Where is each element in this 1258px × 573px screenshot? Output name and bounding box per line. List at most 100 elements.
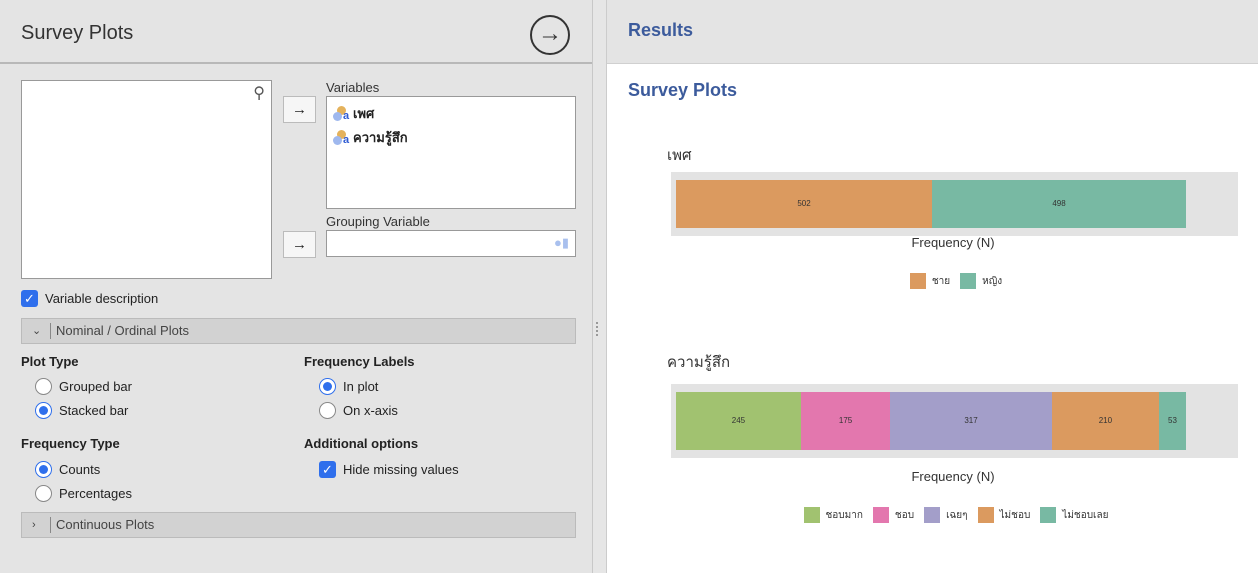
grouping-label: Grouping Variable xyxy=(326,214,430,229)
radio-label: In plot xyxy=(343,379,379,394)
move-to-variables-button[interactable]: → xyxy=(283,96,316,123)
data-label: 498 xyxy=(1052,199,1066,208)
options-panel: Survey Plots → ⚲ → Variables เพศ ความรู้… xyxy=(0,0,593,573)
results-panel: Results Survey Plots เพศ 502 498 Frequency … xyxy=(606,0,1258,573)
checkbox-label: Variable description xyxy=(45,291,159,306)
hide-missing-checkbox[interactable]: ✓ Hide missing values xyxy=(319,461,459,478)
results-title: Survey Plots xyxy=(628,80,738,100)
chevron-right-icon: › xyxy=(32,519,36,531)
panel-resize-handle[interactable] xyxy=(596,322,599,336)
analysis-title: Survey Plots xyxy=(21,22,134,44)
grouping-variable-field[interactable]: ●▮ xyxy=(326,230,576,257)
options-header: Survey Plots → xyxy=(0,0,592,64)
radio-icon xyxy=(35,485,52,502)
radio-grouped-bar[interactable]: Grouped bar xyxy=(35,378,132,395)
legend-item: ไม่ชอบ xyxy=(977,507,1031,523)
legend-swatch xyxy=(960,273,977,289)
legend-swatch xyxy=(872,507,889,523)
variable-name: ความรู้สึก xyxy=(353,130,408,145)
results-header: Results xyxy=(607,0,1258,64)
radio-icon xyxy=(35,402,52,419)
nominal-ordinal-section[interactable]: ⌄ Nominal / Ordinal Plots xyxy=(21,318,576,344)
data-label: 502 xyxy=(797,199,811,208)
variable-item[interactable]: เพศ xyxy=(333,103,374,124)
available-variables-list[interactable]: ⚲ xyxy=(21,80,272,279)
radio-percentages[interactable]: Percentages xyxy=(35,485,132,502)
data-label: 317 xyxy=(964,416,978,425)
section-label: Continuous Plots xyxy=(56,517,155,532)
bar-segment: 502 xyxy=(676,180,933,228)
radio-counts[interactable]: Counts xyxy=(35,461,100,478)
variable-description-checkbox[interactable]: ✓ Variable description xyxy=(21,290,158,307)
legend-item: ชาย xyxy=(909,273,951,289)
data-label: 175 xyxy=(838,416,853,425)
radio-label: Counts xyxy=(59,462,101,477)
arrow-circle-right-icon[interactable]: → xyxy=(530,15,570,55)
x-axis-label: Frequency (N) xyxy=(911,235,995,250)
variables-list[interactable]: เพศ ความรู้สึก xyxy=(326,96,576,209)
radio-icon xyxy=(35,378,52,395)
bar-segment: 245 xyxy=(676,392,801,450)
legend-item: ไม่ชอบเลย xyxy=(1040,507,1108,523)
legend: ชอบมาก ชอบ เฉยๆ ไม่ชอบ ไม่ชอบเลย xyxy=(607,507,1258,523)
legend: ชาย หญิง xyxy=(607,273,1258,289)
radio-label: Percentages xyxy=(59,486,132,501)
variable-name: เพศ xyxy=(353,106,375,121)
chevron-down-icon: ⌄ xyxy=(32,325,42,337)
data-label: 53 xyxy=(1168,416,1177,425)
radio-on-x-axis[interactable]: On x-axis xyxy=(319,402,398,419)
data-label: 210 xyxy=(1098,416,1113,425)
legend-label: ชอบมาก xyxy=(825,509,863,521)
checkbox-label: Hide missing values xyxy=(343,462,459,477)
section-label: Nominal / Ordinal Plots xyxy=(56,323,189,338)
radio-icon xyxy=(35,461,52,478)
legend-item: ชอบมาก xyxy=(803,507,863,523)
additional-options-heading: Additional options xyxy=(304,436,419,451)
search-icon[interactable]: ⚲ xyxy=(253,85,265,102)
legend-swatch xyxy=(977,507,994,523)
legend-swatch xyxy=(924,507,941,523)
plot-area: 502 498 xyxy=(671,172,1238,236)
frequency-type-heading: Frequency Type xyxy=(21,436,120,451)
move-to-grouping-button[interactable]: → xyxy=(283,231,316,258)
bar-segment: 53 xyxy=(1158,392,1186,450)
data-label: 245 xyxy=(731,416,746,425)
legend-label: ชาย xyxy=(931,275,951,287)
chart-title: เพศ xyxy=(667,147,692,164)
nominal-variable-icon xyxy=(333,129,349,146)
legend-item: เฉยๆ xyxy=(924,507,968,523)
legend-label: ไม่ชอบเลย xyxy=(1062,509,1109,521)
legend-swatch xyxy=(909,273,926,289)
radio-label: On x-axis xyxy=(343,403,398,418)
radio-icon xyxy=(319,378,336,395)
legend-swatch xyxy=(803,507,820,523)
bar-segment: 175 xyxy=(800,392,891,450)
variable-item[interactable]: ความรู้สึก xyxy=(333,127,408,148)
legend-item: ชอบ xyxy=(872,507,915,523)
check-icon: ✓ xyxy=(319,461,336,478)
bar-segment: 498 xyxy=(932,180,1186,228)
variables-label: Variables xyxy=(326,80,380,95)
radio-label: Grouped bar xyxy=(59,379,132,394)
check-icon: ✓ xyxy=(21,290,38,307)
radio-in-plot[interactable]: In plot xyxy=(319,378,378,395)
frequency-labels-heading: Frequency Labels xyxy=(304,354,415,369)
legend-label: เฉยๆ xyxy=(946,509,968,521)
nominal-variable-icon xyxy=(333,105,349,122)
plot-type-heading: Plot Type xyxy=(21,354,79,369)
radio-icon xyxy=(319,402,336,419)
legend-swatch xyxy=(1040,507,1057,523)
bar-segment: 317 xyxy=(890,392,1052,450)
radio-stacked-bar[interactable]: Stacked bar xyxy=(35,402,128,419)
legend-label: ชอบ xyxy=(894,509,915,521)
variable-type-icons: ●▮ xyxy=(553,235,569,250)
plot-area: 245 175 317 210 53 xyxy=(671,384,1238,458)
x-axis-label: Frequency (N) xyxy=(911,469,995,484)
continuous-section[interactable]: › Continuous Plots xyxy=(21,512,576,538)
legend-label: ไม่ชอบ xyxy=(999,509,1031,521)
bar-segment: 210 xyxy=(1051,392,1159,450)
legend-item: หญิง xyxy=(960,273,1002,289)
legend-label: หญิง xyxy=(982,275,1003,287)
chart-title: ความรู้สึก xyxy=(667,354,731,371)
radio-label: Stacked bar xyxy=(59,403,129,418)
